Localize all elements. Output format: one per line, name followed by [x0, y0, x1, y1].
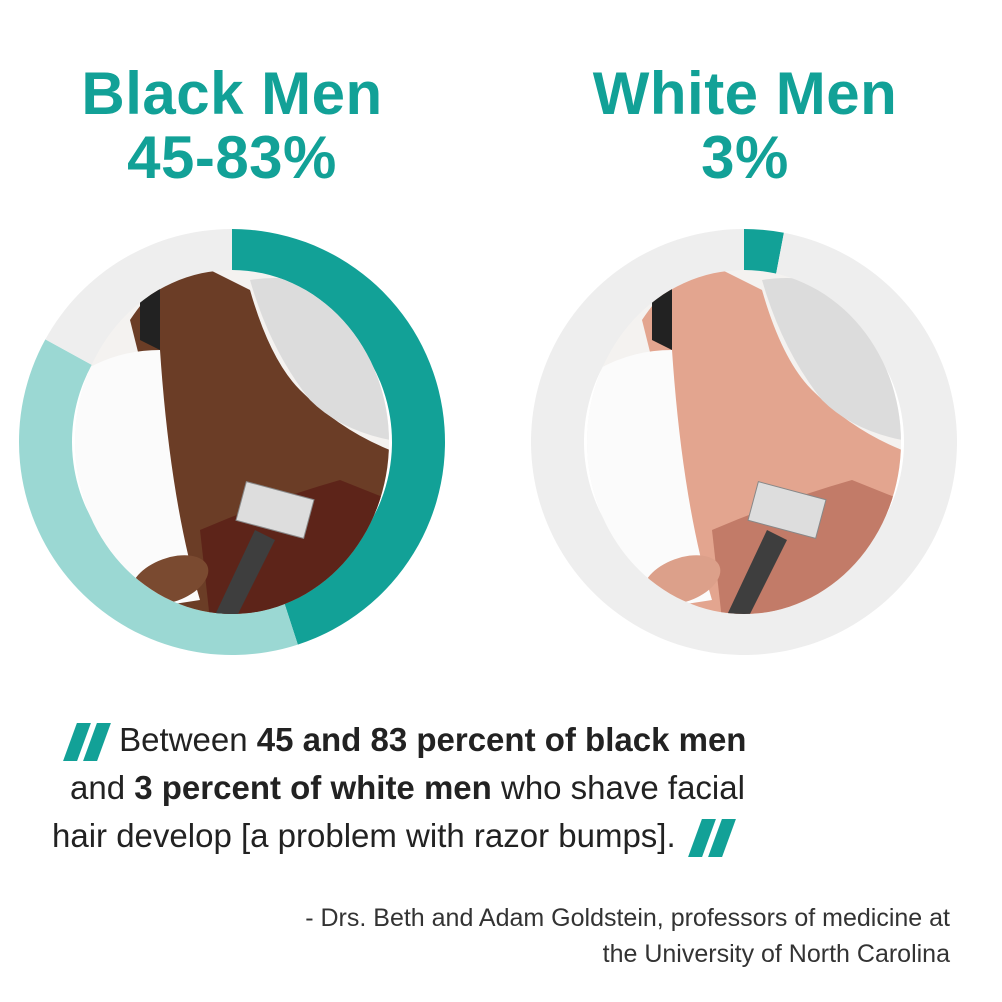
quote-line-1: Between 45 and 83 percent of black men [63, 716, 747, 764]
quote-line-3: hair develop [a problem with razor bumps… [52, 812, 736, 860]
shaving-photo [75, 270, 389, 614]
quote-bold: 3 percent of white men [134, 769, 492, 806]
quote-text: Between [119, 721, 257, 758]
attribution-line-1: - Drs. Beth and Adam Goldstein, professo… [305, 904, 950, 932]
chart-title: White Men [592, 60, 898, 127]
black-men-donut [18, 229, 446, 655]
white-men-title: White Men 3% [545, 62, 945, 190]
quote-bold: 45 and 83 percent of black men [256, 721, 747, 758]
quote-line-2: and 3 percent of white men who shave fac… [70, 764, 745, 812]
black-men-title: Black Men 45-83% [32, 62, 432, 190]
quote-text: hair develop [a problem with razor bumps… [52, 817, 676, 854]
quote-text: who shave facial [491, 769, 745, 806]
donut-segment-2 [45, 229, 232, 365]
attribution: - Drs. Beth and Adam Goldstein, professo… [305, 900, 950, 972]
chart-title: Black Men [81, 60, 383, 127]
quote-text: and [70, 769, 135, 806]
chart-value: 3% [701, 124, 789, 191]
white-men-donut [531, 229, 957, 655]
chart-value: 45-83% [127, 124, 337, 191]
donut-segment-0 [232, 229, 446, 645]
donut-segment-1 [18, 339, 298, 655]
attribution-line-2: the University of North Carolina [602, 940, 950, 968]
